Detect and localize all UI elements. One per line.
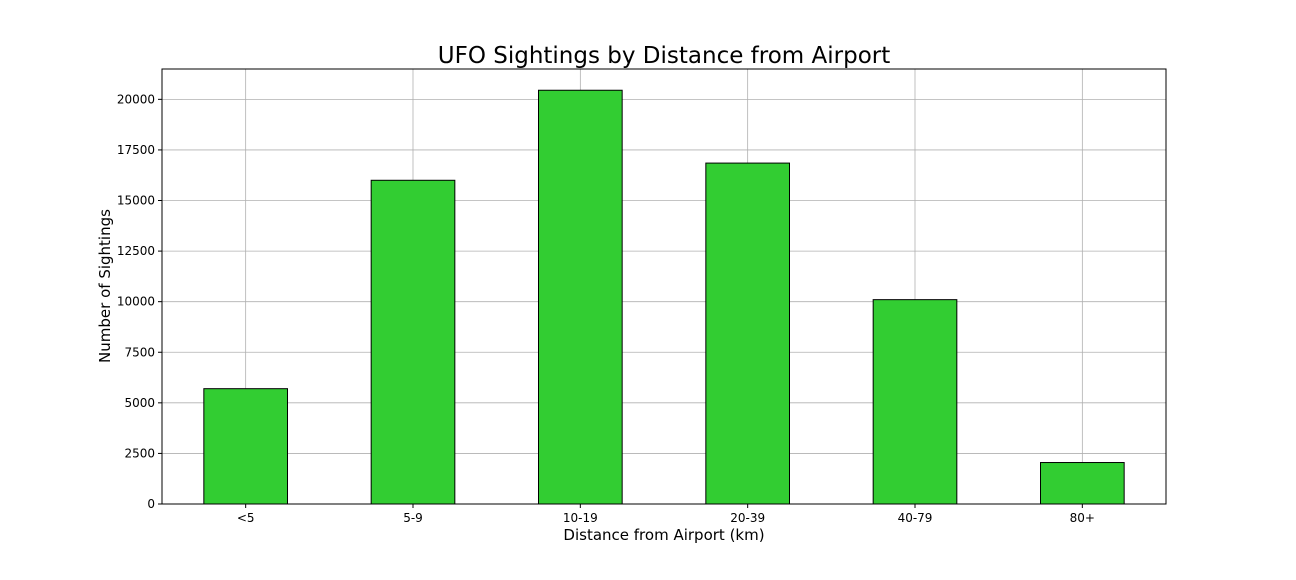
bar-2 xyxy=(538,89,623,505)
y-tick-label: 5000 xyxy=(124,396,155,410)
chart-title: UFO Sightings by Distance from Airport xyxy=(438,43,891,69)
y-axis-ticks: 0 2500 5000 7500 10000 12500 15000 17500 20000 xyxy=(117,92,162,511)
bar-5 xyxy=(1040,462,1125,505)
y-tick-label: 15000 xyxy=(117,194,155,208)
bar-4 xyxy=(872,299,958,505)
y-tick-label: 12500 xyxy=(117,244,155,258)
x-tick-label: 40-79 xyxy=(898,511,933,525)
bar-3 xyxy=(705,162,790,505)
x-tick-label: 80+ xyxy=(1070,511,1095,525)
bar-0 xyxy=(203,388,288,505)
y-tick-label: 2500 xyxy=(124,446,155,460)
x-axis-label: Distance from Airport (km) xyxy=(563,526,764,544)
y-tick-label: 7500 xyxy=(124,345,155,359)
x-tick-label: 10-19 xyxy=(563,511,598,525)
y-axis-label: Number of Sightings xyxy=(96,209,114,363)
x-tick-label: 5-9 xyxy=(403,511,423,525)
bar-1 xyxy=(370,179,456,505)
x-tick-label: 20-39 xyxy=(730,511,765,525)
plot-frame xyxy=(161,68,1167,505)
y-tick-label: 0 xyxy=(147,497,155,511)
y-tick-label: 20000 xyxy=(117,92,155,106)
x-tick-label: <5 xyxy=(237,511,255,525)
x-axis-ticks: <5 5-9 10-19 20-39 40-79 80+ xyxy=(237,504,1095,525)
bars xyxy=(203,89,1125,505)
grid-lines xyxy=(162,69,1166,505)
y-tick-label: 10000 xyxy=(117,295,155,309)
y-tick-label: 17500 xyxy=(117,143,155,157)
